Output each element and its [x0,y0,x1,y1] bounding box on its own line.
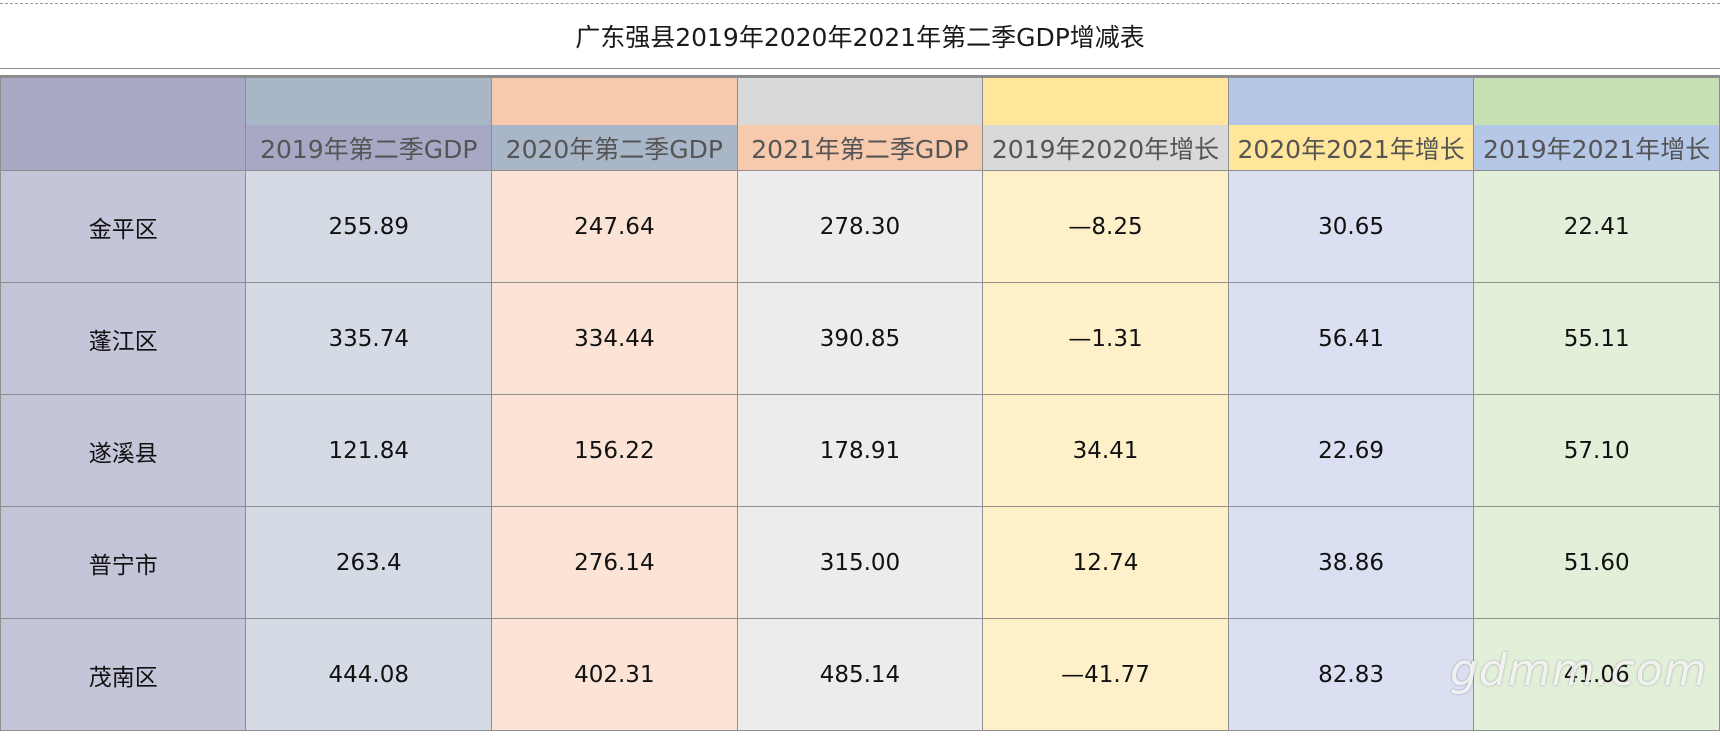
header-cell[interactable]: 2020年2021年增长 [1227,77,1475,171]
value-cell[interactable]: 247.64 [491,170,738,283]
row-name-cell[interactable]: 金平区 [0,170,247,283]
watermark-text: gdmm.com [1450,645,1708,696]
gdp-table: 2019年第二季GDP 2020年第二季GDP 2021年第二季GDP 2019… [0,77,1720,731]
value-cell[interactable]: 51.60 [1473,506,1720,619]
value-cell[interactable]: 121.84 [245,394,493,507]
value-cell[interactable]: 178.91 [736,394,984,507]
row-name-cell[interactable]: 遂溪县 [0,394,247,507]
table-title: 广东强县2019年2020年2021年第二季GDP增减表 [0,3,1720,69]
value-cell[interactable]: 315.00 [736,506,984,619]
value-cell[interactable]: 82.83 [1227,618,1475,731]
row-name-cell[interactable]: 普宁市 [0,506,247,619]
table-row: 遂溪县 121.84 156.22 178.91 34.41 22.69 57.10 [0,394,1720,507]
value-cell[interactable]: 34.41 [982,394,1229,507]
header-cell[interactable]: 2019年2021年增长 [1473,77,1720,171]
value-cell[interactable]: —1.31 [982,282,1229,395]
table-row: 蓬江区 335.74 334.44 390.85 —1.31 56.41 55.11 [0,282,1720,395]
table-row: 金平区 255.89 247.64 278.30 —8.25 30.65 22.41 [0,170,1720,283]
table-row: 普宁市 263.4 276.14 315.00 12.74 38.86 51.60 [0,506,1720,619]
value-cell[interactable]: 30.65 [1227,170,1475,283]
value-cell[interactable]: —41.77 [982,618,1229,731]
value-cell[interactable]: 263.4 [245,506,493,619]
value-cell[interactable]: —8.25 [982,170,1229,283]
value-cell[interactable]: 57.10 [1473,394,1720,507]
value-cell[interactable]: 41.06 [1473,618,1720,731]
value-cell[interactable]: 444.08 [245,618,493,731]
value-cell[interactable]: 156.22 [491,394,738,507]
value-cell[interactable]: 485.14 [736,618,984,731]
value-cell[interactable]: 278.30 [736,170,984,283]
title-divider [0,75,1720,77]
header-row: 2019年第二季GDP 2020年第二季GDP 2021年第二季GDP 2019… [0,77,1720,171]
header-cell[interactable]: 2020年第二季GDP [491,77,738,171]
header-cell[interactable]: 2019年第二季GDP [245,77,493,171]
value-cell[interactable]: 335.74 [245,282,493,395]
header-cell[interactable]: 2019年2020年增长 [982,77,1229,171]
header-cell[interactable]: 2021年第二季GDP [736,77,984,171]
value-cell[interactable]: 255.89 [245,170,493,283]
value-cell[interactable]: 12.74 [982,506,1229,619]
table-row: 茂南区 444.08 402.31 485.14 —41.77 82.83 41.06 [0,618,1720,731]
value-cell[interactable]: 402.31 [491,618,738,731]
row-name-cell[interactable]: 茂南区 [0,618,247,731]
value-cell[interactable]: 56.41 [1227,282,1475,395]
value-cell[interactable]: 55.11 [1473,282,1720,395]
value-cell[interactable]: 22.41 [1473,170,1720,283]
corner-cell[interactable] [0,77,247,171]
value-cell[interactable]: 390.85 [736,282,984,395]
row-name-cell[interactable]: 蓬江区 [0,282,247,395]
value-cell[interactable]: 334.44 [491,282,738,395]
value-cell[interactable]: 22.69 [1227,394,1475,507]
value-cell[interactable]: 276.14 [491,506,738,619]
value-cell[interactable]: 38.86 [1227,506,1475,619]
